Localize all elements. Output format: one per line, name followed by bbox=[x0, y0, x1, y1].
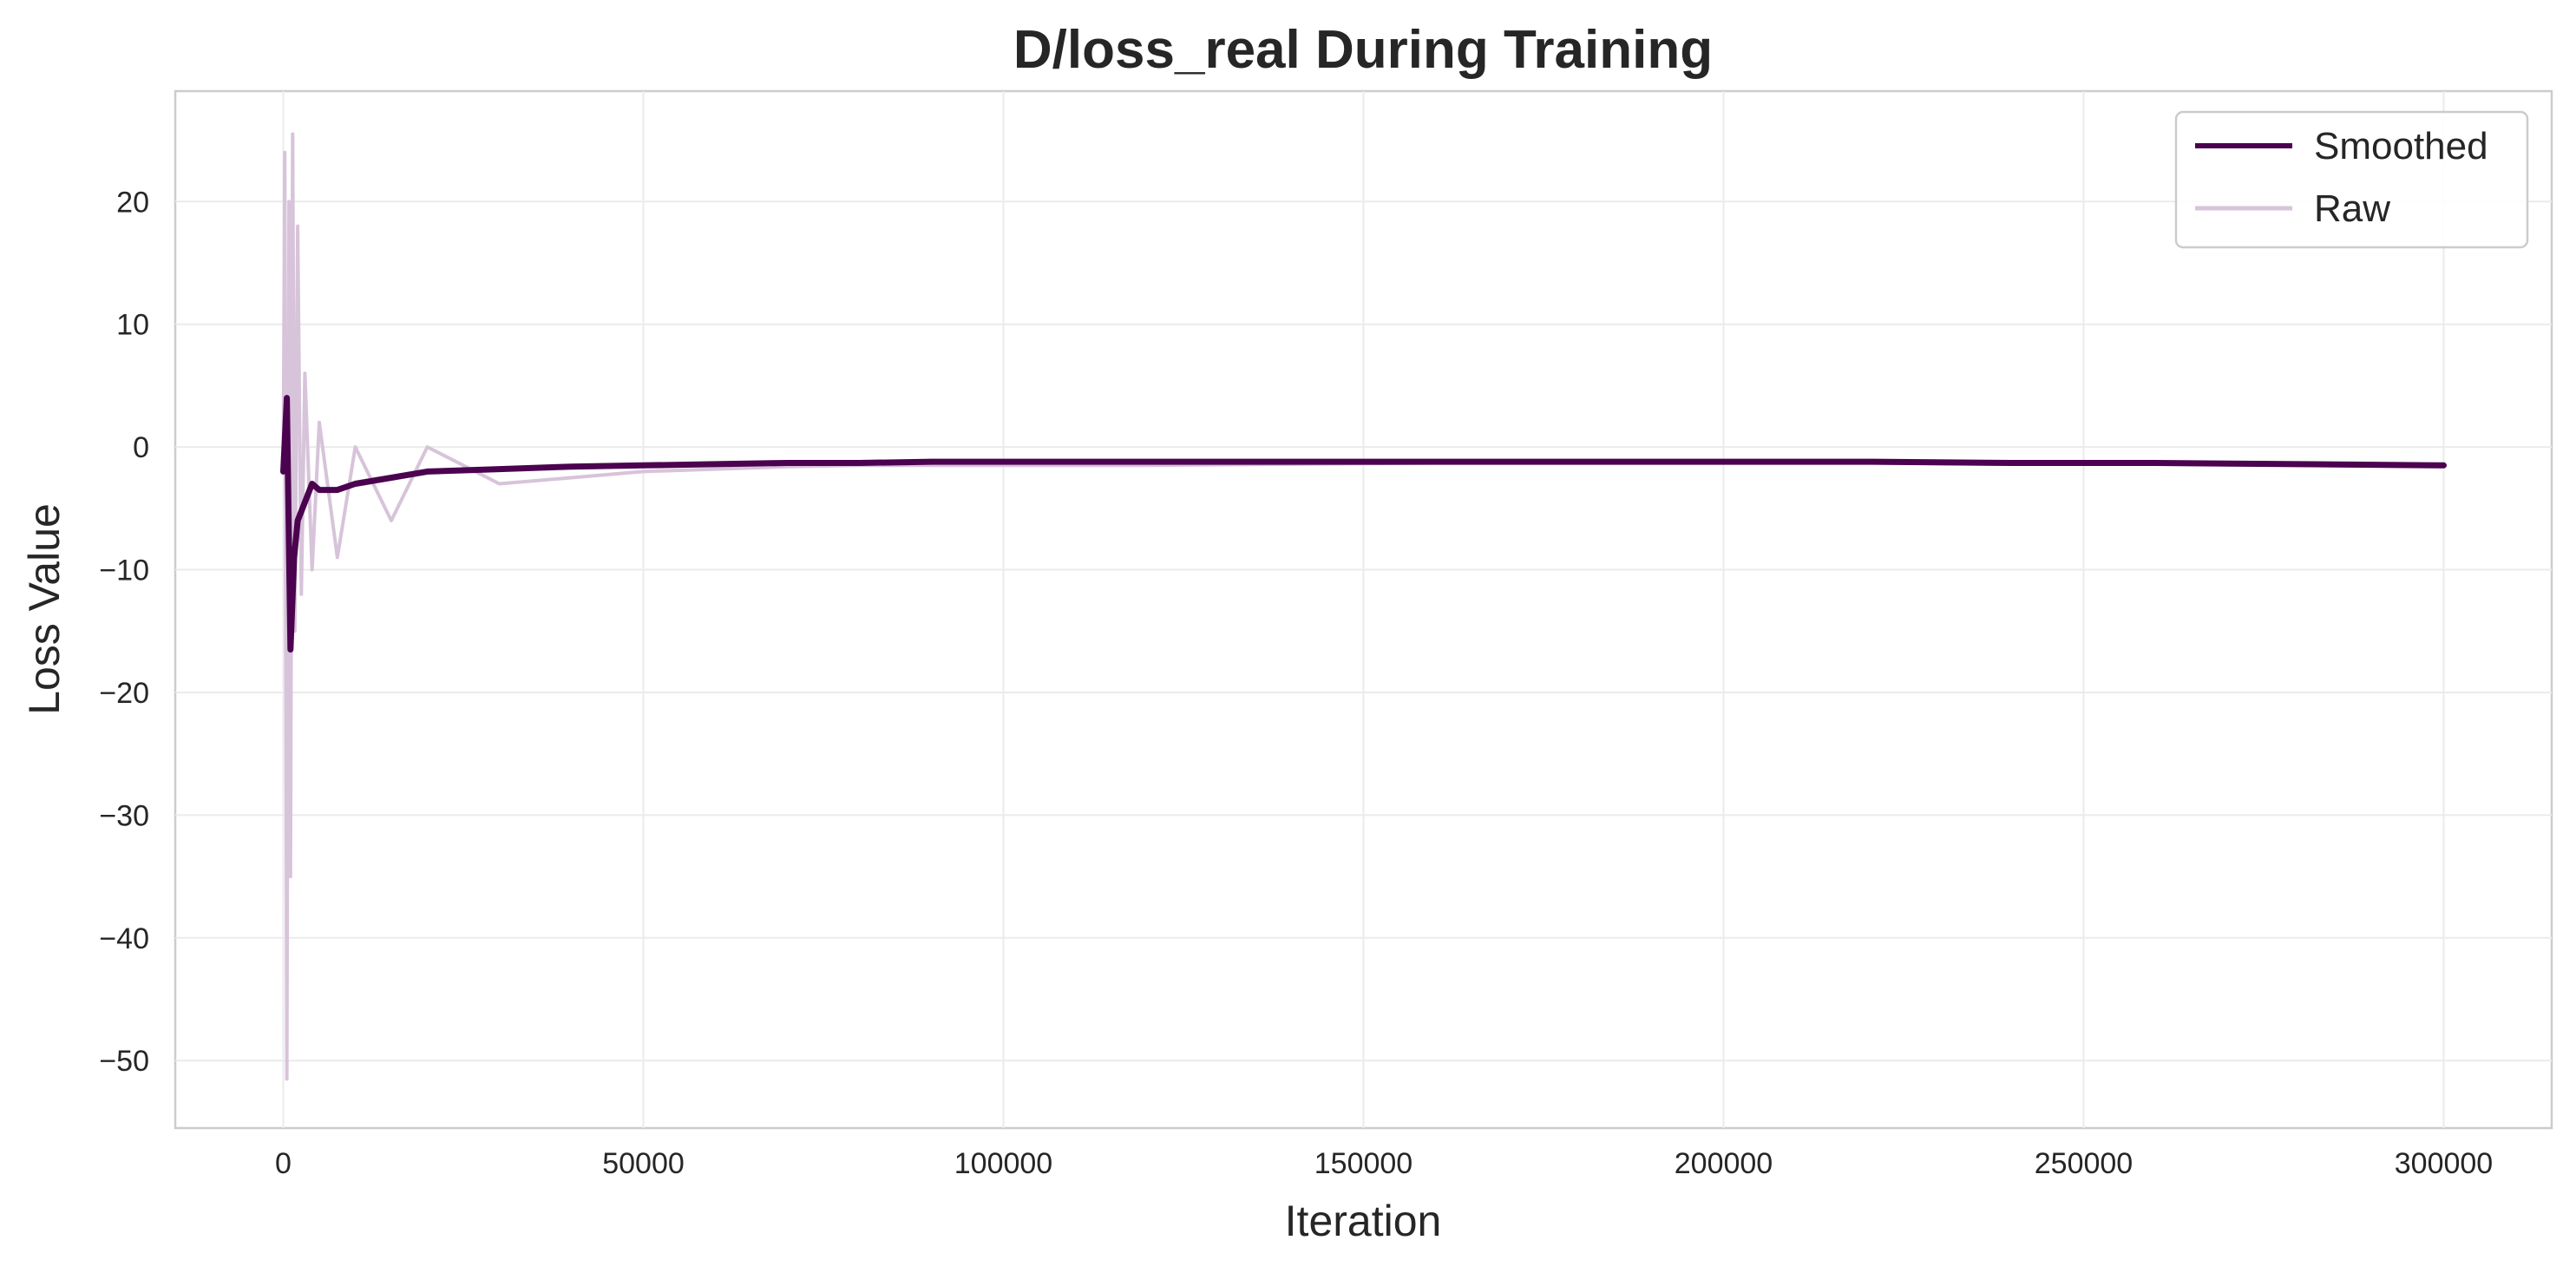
x-tick-label: 250000 bbox=[2035, 1147, 2133, 1180]
y-tick-label: 0 bbox=[133, 431, 149, 464]
x-tick-label: 150000 bbox=[1314, 1147, 1413, 1180]
y-tick-label: −20 bbox=[99, 677, 149, 710]
y-tick-label: −10 bbox=[99, 554, 149, 587]
tick-labels: 0 50000 100000 150000 200000 250000 300000 20 10… bbox=[99, 186, 2493, 1180]
series-layer bbox=[280, 132, 2447, 1081]
legend-label-smoothed: Smoothed bbox=[2314, 125, 2488, 167]
chart-title: D/loss_real During Training bbox=[1013, 20, 1713, 80]
grid bbox=[175, 91, 2552, 1128]
y-tick-label: −30 bbox=[99, 799, 149, 832]
series-line-smoothed bbox=[280, 395, 2447, 653]
y-tick-label: −50 bbox=[99, 1045, 149, 1078]
x-axis-title: Iteration bbox=[1285, 1197, 1442, 1245]
y-tick-label: −40 bbox=[99, 922, 149, 955]
y-tick-label: 10 bbox=[116, 309, 149, 342]
x-tick-label: 100000 bbox=[954, 1147, 1052, 1180]
y-tick-label: 20 bbox=[116, 186, 149, 219]
x-tick-label: 300000 bbox=[2395, 1147, 2493, 1180]
y-axis-title: Loss Value bbox=[20, 503, 69, 715]
x-tick-label: 200000 bbox=[1675, 1147, 1773, 1180]
legend-label-raw: Raw bbox=[2314, 187, 2390, 230]
legend: Smoothed Raw bbox=[2174, 110, 2529, 249]
x-tick-label: 0 bbox=[275, 1147, 292, 1180]
x-tick-label: 50000 bbox=[602, 1147, 685, 1180]
